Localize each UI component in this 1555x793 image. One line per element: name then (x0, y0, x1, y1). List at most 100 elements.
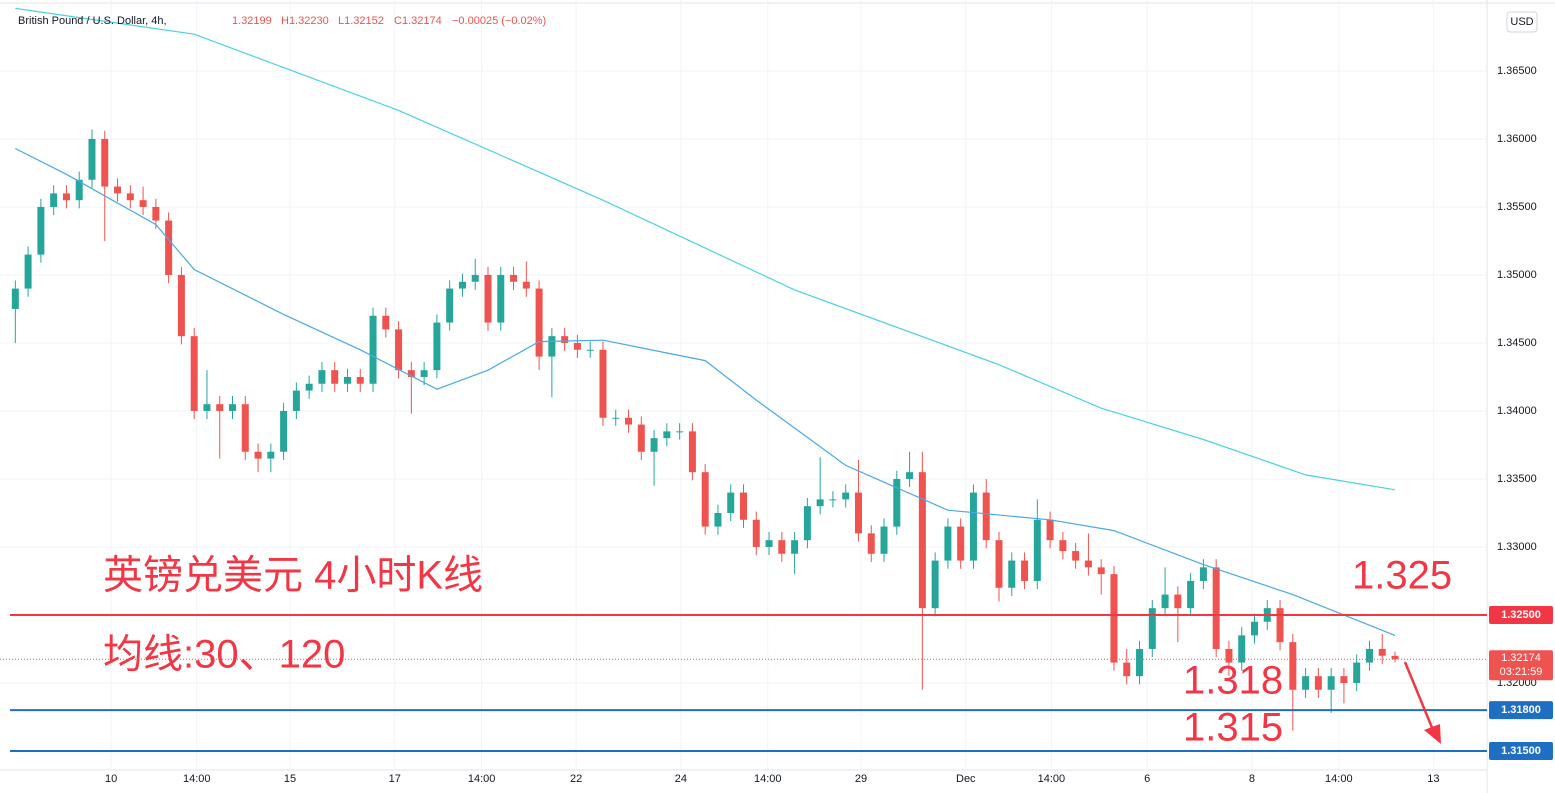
candle-body (1174, 594, 1182, 609)
candle-body (75, 179, 83, 201)
candle-body (433, 322, 441, 371)
annotation-level: 1.315 (1183, 706, 1283, 750)
header-close: C1.32174 (394, 15, 442, 27)
x-tick-label: 10 (105, 773, 117, 785)
candle-body (893, 478, 901, 527)
x-tick-label: 14:00 (1038, 773, 1066, 785)
candle-body (650, 438, 658, 452)
candle-body (446, 288, 454, 323)
candle-body (216, 404, 224, 411)
candle-body (842, 492, 850, 500)
x-tick-label: 24 (675, 773, 687, 785)
candle-body (1136, 648, 1144, 677)
y-tick-label: 1.33000 (1497, 541, 1537, 553)
candle-body (1353, 662, 1361, 683)
arrow (1403, 661, 1435, 731)
candle-body (1097, 567, 1105, 575)
candle-body (1250, 621, 1258, 636)
level-label: 1.31800 (1501, 704, 1541, 716)
candle-body (599, 349, 607, 418)
currency-box[interactable] (1506, 11, 1538, 33)
candle-body (1327, 676, 1335, 690)
candle-body (573, 342, 581, 350)
candle-body (906, 472, 914, 479)
candle-body (510, 274, 518, 282)
candle-body (229, 404, 237, 411)
candle-body (497, 274, 505, 323)
level-label-box (1489, 741, 1553, 760)
candle-body (1046, 519, 1054, 541)
currency[interactable]: USD (1510, 16, 1533, 28)
candle-body (663, 431, 671, 439)
candle-body (395, 329, 403, 371)
y-tick-label: 1.35500 (1497, 201, 1537, 213)
candle-body (625, 417, 633, 425)
candle-body (305, 383, 313, 391)
candle-body (88, 138, 96, 180)
candle-body (1289, 642, 1297, 690)
candle-body (203, 404, 211, 411)
candle-body (880, 526, 888, 554)
arrow-head (1424, 724, 1441, 744)
candle-body (701, 472, 709, 527)
candle-body (586, 349, 594, 351)
x-tick-label: 29 (855, 773, 867, 785)
plot (0, 0, 1487, 770)
candle-body (50, 193, 58, 207)
x-tick-label: 22 (570, 773, 582, 785)
moving-average (15, 7, 1396, 491)
annotation-title: 英镑兑美元 4小时K线 (103, 554, 483, 598)
level-label-box (1489, 605, 1553, 624)
candle-body (918, 472, 926, 609)
header-low: L1.32152 (338, 15, 384, 27)
candle-body (522, 281, 530, 289)
candle-body (471, 274, 479, 282)
candle-body (1059, 540, 1067, 552)
candle-body (1187, 580, 1195, 609)
x-tick-label: 14:00 (754, 773, 782, 785)
candle-body (548, 336, 556, 357)
candle-body (165, 220, 173, 275)
candle-body (1378, 648, 1386, 656)
candle-body (535, 288, 543, 357)
candle-body (37, 206, 45, 255)
header-open: 1.32199 (232, 15, 272, 27)
annotation-level: 1.325 (1352, 554, 1452, 598)
candle-body (280, 410, 288, 452)
candle-body (1391, 655, 1399, 660)
countdown: 03:21:59 (1500, 666, 1543, 678)
candle-body (292, 390, 300, 411)
candle-body (714, 512, 722, 527)
y-tick-label: 1.36000 (1497, 133, 1537, 145)
x-tick-label: 14:00 (183, 773, 211, 785)
candle-body (152, 206, 160, 221)
candle-body (1123, 662, 1131, 677)
candle-body (101, 138, 109, 187)
candle-body (1008, 560, 1016, 588)
candle-body (24, 254, 32, 289)
candle-body (62, 193, 70, 201)
candle-body (1212, 567, 1220, 649)
candle-body (957, 526, 965, 561)
candle-body (1314, 676, 1322, 690)
candle-body (241, 404, 249, 452)
candle-body (1302, 676, 1310, 690)
candle-body (791, 540, 799, 554)
candle-body (765, 540, 773, 547)
level-label: 1.31500 (1501, 745, 1541, 757)
candle-body (1276, 608, 1284, 643)
candle-body (727, 492, 735, 513)
candle-body (1033, 519, 1041, 581)
x-tick-label: Dec (956, 773, 976, 785)
candle-body (612, 417, 620, 419)
candle-body (803, 506, 811, 541)
candle-body (688, 431, 696, 473)
candle-body (982, 492, 990, 541)
candle-body (778, 540, 786, 554)
candle-body (407, 370, 415, 377)
candle-body (1110, 574, 1118, 663)
candle-body (931, 560, 939, 609)
candle-body (1340, 676, 1348, 683)
